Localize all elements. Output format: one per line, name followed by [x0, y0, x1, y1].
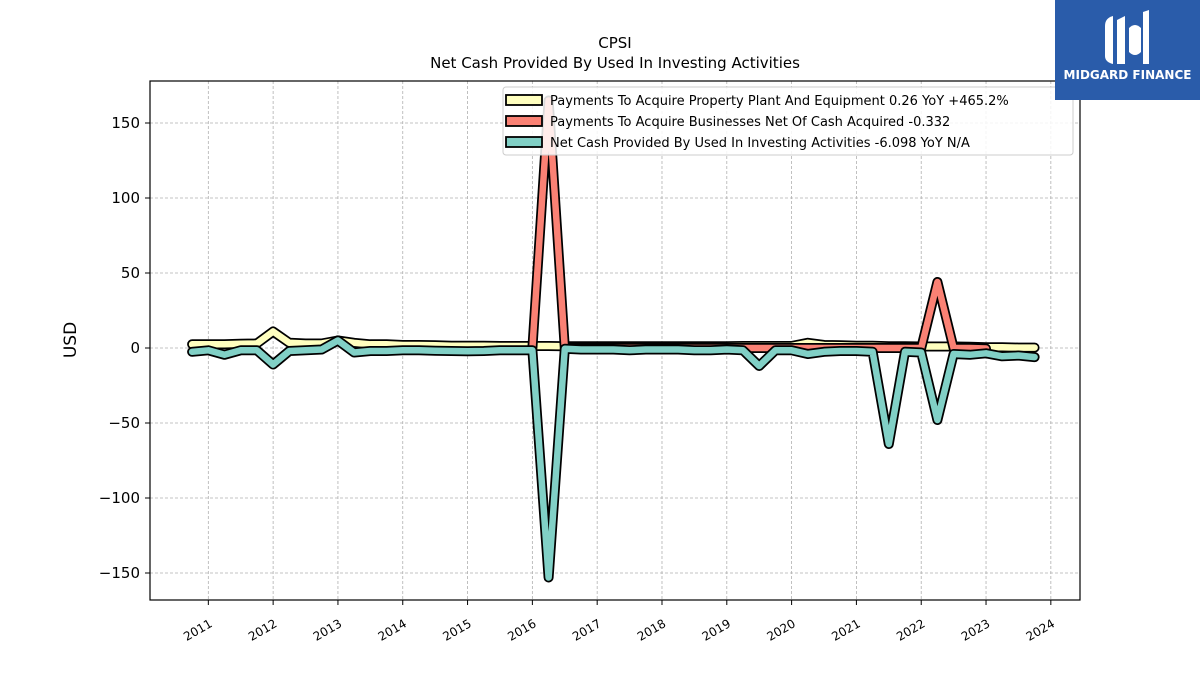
x-tick-label: 2020 [764, 616, 797, 643]
y-axis: 150 100 50 0 −50 −100 −150 [99, 114, 150, 582]
x-tick-label: 2018 [635, 616, 668, 643]
x-tick-label: 2012 [246, 616, 279, 643]
x-tick-label: 2022 [894, 616, 927, 643]
x-tick-label: 2015 [440, 616, 473, 643]
plot-frame [149, 80, 1081, 601]
series-line-2 [188, 337, 1038, 581]
series-layer [187, 95, 1040, 583]
y-tick-label: −50 [108, 414, 140, 432]
logo-text: MIDGARD FINANCE [1063, 68, 1192, 82]
x-tick-label: 2023 [959, 616, 992, 643]
x-tick-label: 2013 [311, 616, 344, 643]
x-tick-label: 2011 [181, 616, 214, 643]
midgard-finance-logo: MIDGARD FINANCE [1055, 0, 1200, 100]
x-tick-label: 2017 [570, 616, 603, 643]
legend-swatch [505, 94, 543, 106]
y-tick-label: −150 [99, 564, 140, 582]
legend-box [502, 86, 1074, 156]
legend-label: Net Cash Provided By Used In Investing A… [550, 136, 970, 151]
y-tick-label: 0 [130, 339, 140, 357]
x-tick-label: 2014 [376, 616, 409, 643]
y-axis-label: USD [61, 322, 81, 358]
chart-subtitle: Net Cash Provided By Used In Investing A… [430, 54, 800, 72]
midgard-logo-icon [1105, 10, 1149, 64]
legend-swatch [505, 115, 543, 127]
y-tick-label: 150 [111, 114, 140, 132]
y-tick-label: −100 [99, 489, 140, 507]
legend-swatch [505, 136, 543, 148]
x-tick-label: 2019 [700, 616, 733, 643]
x-tick-label: 2016 [505, 616, 538, 643]
chart-title: CPSI [598, 34, 631, 52]
x-tick-label: 2021 [829, 616, 862, 643]
y-tick-label: 50 [121, 264, 140, 282]
legend: Payments To Acquire Property Plant And E… [502, 86, 1074, 156]
legend-label: Payments To Acquire Property Plant And E… [550, 94, 1009, 109]
x-tick-label: 2024 [1024, 616, 1057, 643]
x-axis: 2011 2012 2013 2014 2015 2016 2017 2018 2019 2020… [181, 600, 1057, 644]
series-outline-2 [187, 335, 1040, 583]
y-tick-label: 100 [111, 189, 140, 207]
legend-label: Payments To Acquire Businesses Net Of Ca… [550, 115, 950, 130]
